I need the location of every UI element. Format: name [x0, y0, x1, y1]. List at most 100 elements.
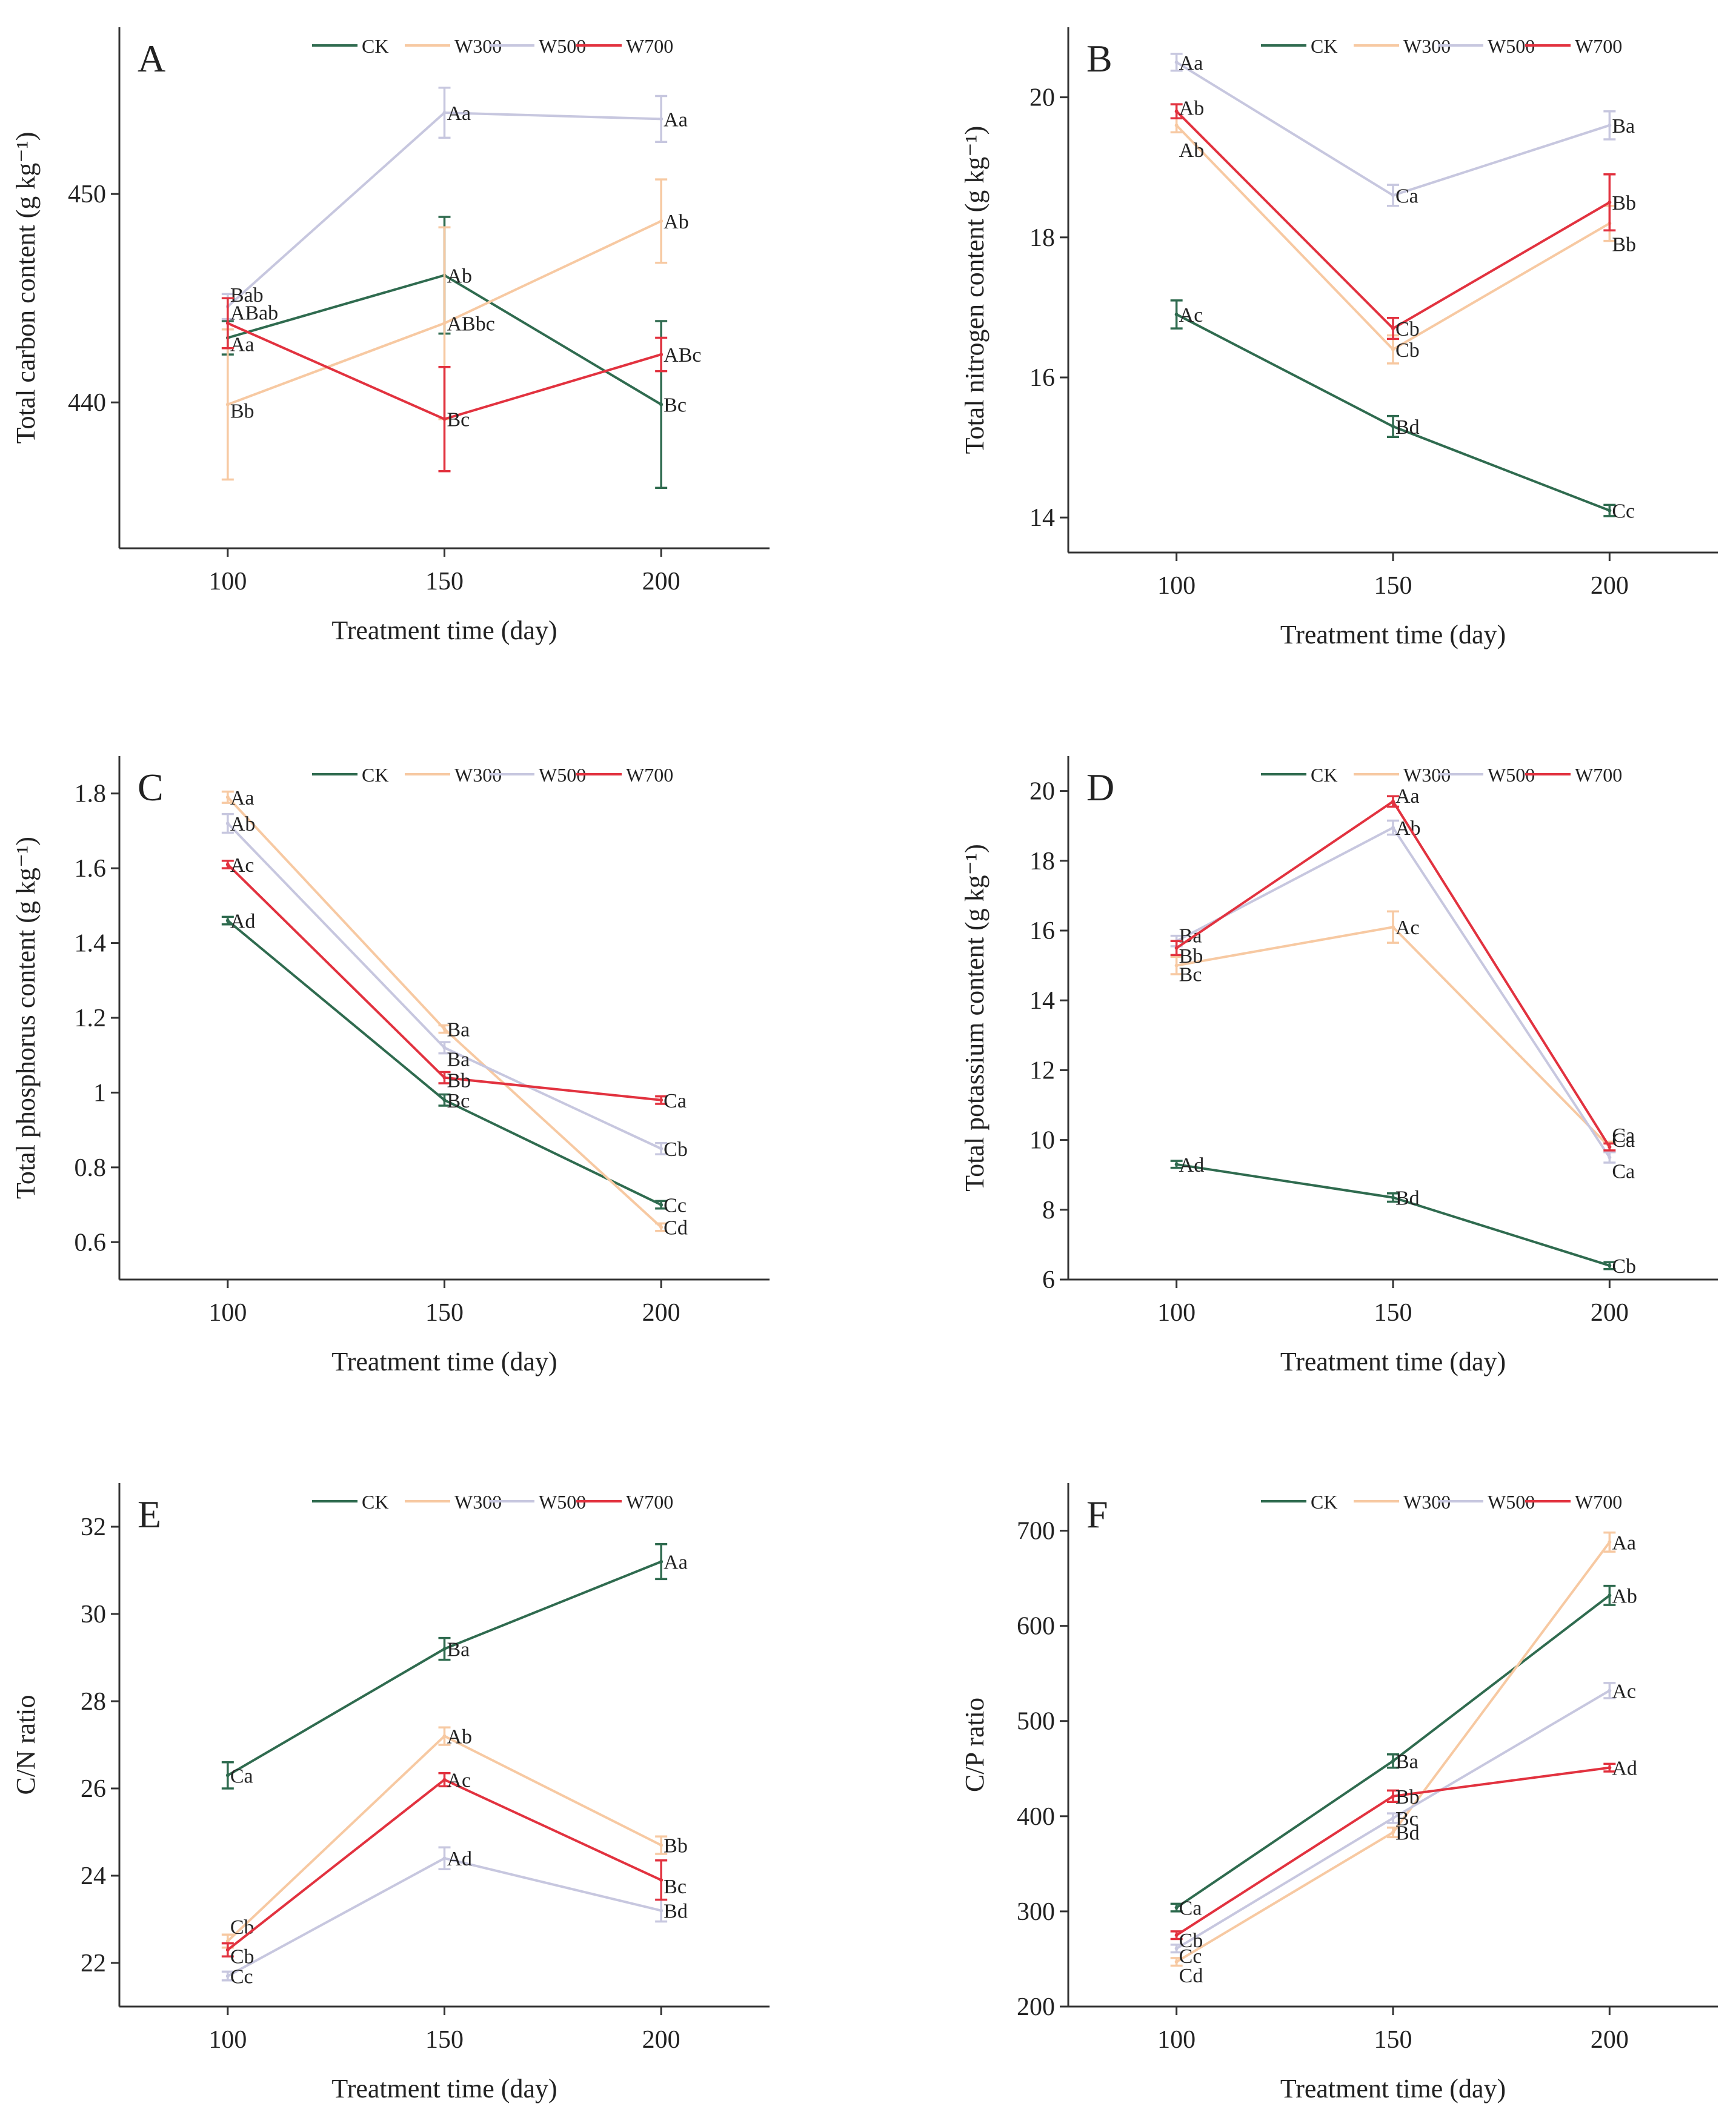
- point-label: Aa: [447, 102, 471, 125]
- series-line: [227, 863, 662, 1101]
- point-label: Aa: [663, 108, 688, 131]
- y-tick-label: 20: [1029, 778, 1055, 806]
- y-tick-label: 18: [1029, 848, 1055, 875]
- data-point: [225, 1974, 230, 1978]
- y-axis-label: Total phosphorus content (g kg⁻¹): [11, 837, 41, 1199]
- panel-letter: B: [1086, 37, 1112, 80]
- data-point: [442, 1778, 447, 1782]
- point-label: Cc: [1612, 500, 1635, 523]
- point-label: Bc: [1179, 964, 1202, 986]
- y-tick-label: 14: [1029, 504, 1055, 532]
- data-point: [442, 417, 447, 421]
- point-label: Cc: [230, 1966, 253, 1988]
- data-point: [659, 353, 663, 357]
- data-point: [659, 1843, 663, 1847]
- point-label: ABbc: [447, 313, 495, 335]
- series-line: [1176, 826, 1611, 1158]
- data-point: [1608, 1540, 1612, 1544]
- point-label: Ca: [1179, 1898, 1202, 1920]
- data-point: [442, 1075, 447, 1080]
- data-point: [225, 321, 230, 325]
- data-point: [1174, 946, 1179, 950]
- point-label: ABab: [230, 302, 278, 324]
- point-label: Ac: [1612, 1680, 1636, 1702]
- y-tick-label: 0.8: [75, 1154, 107, 1182]
- x-tick-label: 100: [1157, 1299, 1196, 1327]
- panel-E: 22 24 26 28 30 32 100 150 200 Treatment time (day…: [11, 1483, 770, 2103]
- data-point: [442, 1647, 447, 1651]
- point-label: Ab: [230, 813, 256, 835]
- point-label: Ac: [447, 1770, 471, 1792]
- legend-label-ck: CK: [362, 764, 388, 786]
- y-tick-label: 0.6: [75, 1229, 107, 1257]
- panel-letter: E: [138, 1493, 161, 1536]
- point-label: Aa: [663, 1552, 688, 1574]
- series-ck: Ca Ba Aa: [221, 1543, 688, 1790]
- point-label: Cc: [1179, 1945, 1202, 1968]
- point-label: Aa: [1395, 785, 1420, 808]
- legend-label-w700: W700: [626, 764, 673, 786]
- x-tick-label: 150: [425, 2026, 464, 2054]
- series-line: [1176, 926, 1611, 1148]
- point-label: Bb: [1612, 234, 1636, 256]
- data-point: [1608, 201, 1612, 204]
- data-point: [659, 402, 663, 407]
- x-tick-label: 100: [208, 2026, 247, 2054]
- legend-label-ck: CK: [1311, 35, 1337, 57]
- y-tick-label: 6: [1042, 1266, 1055, 1294]
- series-w700: Cb Ac Bc: [221, 1770, 687, 1968]
- panel-letter: F: [1086, 1493, 1108, 1536]
- panel-D: 6 8 10 12 14 16 18 20 100 150 200 Treatment time (d…: [960, 756, 1718, 1376]
- y-tick-label: 1.6: [75, 855, 107, 883]
- y-tick-label: 32: [81, 1513, 106, 1541]
- series-line: [227, 1735, 662, 1942]
- point-label: Ca: [1612, 1124, 1635, 1147]
- data-point: [1391, 925, 1395, 929]
- data-point: [225, 822, 230, 826]
- legend-label-w700: W700: [1575, 764, 1622, 786]
- legend-label-ck: CK: [362, 35, 388, 57]
- point-label: ABc: [663, 344, 701, 367]
- data-point: [659, 219, 663, 223]
- data-point: [225, 402, 230, 407]
- data-point: [1608, 508, 1612, 513]
- data-point: [1174, 963, 1179, 968]
- panel-letter: C: [138, 766, 164, 809]
- series-line: [1176, 110, 1611, 330]
- series-ck: Ad Bc Cc: [221, 911, 687, 1217]
- point-label: Bc: [447, 1090, 470, 1112]
- point-label: Bb: [663, 1835, 688, 1858]
- data-point: [1391, 424, 1395, 428]
- series-w300: Bb ABbc Ab: [221, 178, 689, 481]
- y-tick-label: 22: [81, 1950, 106, 1977]
- y-axis-label: Total carbon content (g kg⁻¹): [11, 132, 41, 444]
- series-w500: Ab Ba Cb: [221, 812, 688, 1161]
- data-point: [442, 1098, 447, 1102]
- data-point: [1608, 1145, 1612, 1149]
- legend: CK W300 W500 W700: [312, 1491, 673, 1513]
- data-point: [659, 1225, 663, 1229]
- series-line: [1176, 800, 1611, 1148]
- y-tick-label: 28: [81, 1688, 106, 1716]
- series-line: [1176, 1163, 1610, 1267]
- panel-letter: D: [1086, 766, 1114, 809]
- y-tick-label: 500: [1017, 1708, 1055, 1736]
- data-point: [1608, 1593, 1612, 1598]
- point-label: Cb: [230, 1916, 254, 1939]
- y-tick-label: 400: [1017, 1803, 1055, 1831]
- data-point: [659, 1098, 663, 1102]
- x-axis-label: Treatment time (day): [1280, 1347, 1506, 1376]
- point-label: Ad: [230, 911, 256, 933]
- data-point: [225, 1948, 230, 1952]
- legend-label-w700: W700: [626, 35, 673, 57]
- x-axis-label: Treatment time (day): [1280, 620, 1506, 649]
- point-label: Aa: [1612, 1532, 1636, 1554]
- y-tick-label: 200: [1017, 1993, 1055, 2021]
- x-tick-label: 200: [1591, 572, 1629, 600]
- y-tick-label: 1.4: [75, 930, 107, 958]
- point-label: Aa: [230, 787, 254, 809]
- point-label: Ab: [447, 265, 473, 287]
- panel-C: 0.6 0.8 1 1.2 1.4 1.6 1.8 100 150 200 Treatment ti…: [11, 756, 770, 1376]
